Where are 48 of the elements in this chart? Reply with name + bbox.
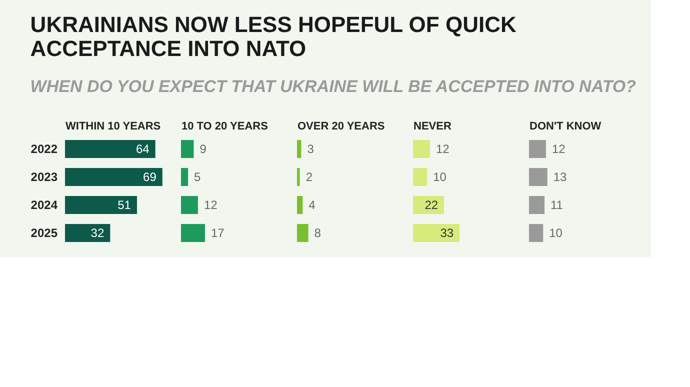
data-label: 12	[436, 142, 450, 156]
x-axis-title: DON'T KNOW	[530, 120, 602, 132]
bar	[297, 224, 308, 242]
bar	[181, 168, 188, 186]
data-label: 33	[440, 226, 454, 240]
bar	[297, 140, 302, 158]
data-label: 4	[308, 198, 316, 212]
y-tick-label: 2023	[30, 170, 58, 184]
text: ACCEPTANCE INTO NATO	[30, 36, 306, 61]
bar	[413, 196, 444, 214]
bar	[297, 196, 303, 214]
text: UKRAINIANS NOW LESS HOPEFUL OF QUICK	[30, 12, 516, 37]
bar	[181, 196, 198, 214]
y-tick-label: 2024	[30, 198, 58, 212]
data-label: 13	[553, 170, 568, 184]
bar	[65, 168, 162, 186]
data-label: 17	[210, 226, 225, 240]
data-label: 22	[424, 198, 438, 212]
y-tick-label: 2022	[30, 142, 58, 156]
y-tick-label: 2025	[30, 226, 58, 240]
bar	[413, 168, 428, 186]
text: WHEN DO YOU EXPECT THAT UKRAINE WILL BE ACCEPTED INTO NATO?	[30, 77, 637, 96]
data-label: 11	[550, 198, 564, 212]
data-label: 10	[433, 170, 447, 184]
data-label: 8	[314, 226, 322, 240]
data-label: 69	[143, 170, 157, 184]
data-label: 2	[306, 170, 313, 184]
data-label: 12	[204, 198, 218, 212]
data-label: 64	[136, 142, 150, 156]
data-label: 51	[118, 198, 132, 212]
bar	[413, 140, 430, 158]
x-axis-title: NEVER	[414, 120, 452, 132]
data-label: 10	[549, 226, 563, 240]
bar	[65, 196, 137, 214]
bar	[65, 140, 156, 158]
data-label: 5	[194, 170, 202, 184]
x-axis-title: WITHIN 10 YEARS	[66, 120, 161, 132]
x-axis-title: OVER 20 YEARS	[298, 120, 385, 132]
x-axis-title: 10 TO 20 YEARS	[182, 120, 268, 132]
bar	[181, 224, 205, 242]
bar	[65, 224, 110, 242]
bar	[297, 168, 300, 186]
data-label: 32	[90, 226, 104, 240]
bar	[181, 140, 194, 158]
data-label: 12	[552, 142, 566, 156]
data-label: 3	[307, 142, 314, 156]
bar	[413, 224, 460, 242]
data-label: 9	[200, 142, 207, 156]
